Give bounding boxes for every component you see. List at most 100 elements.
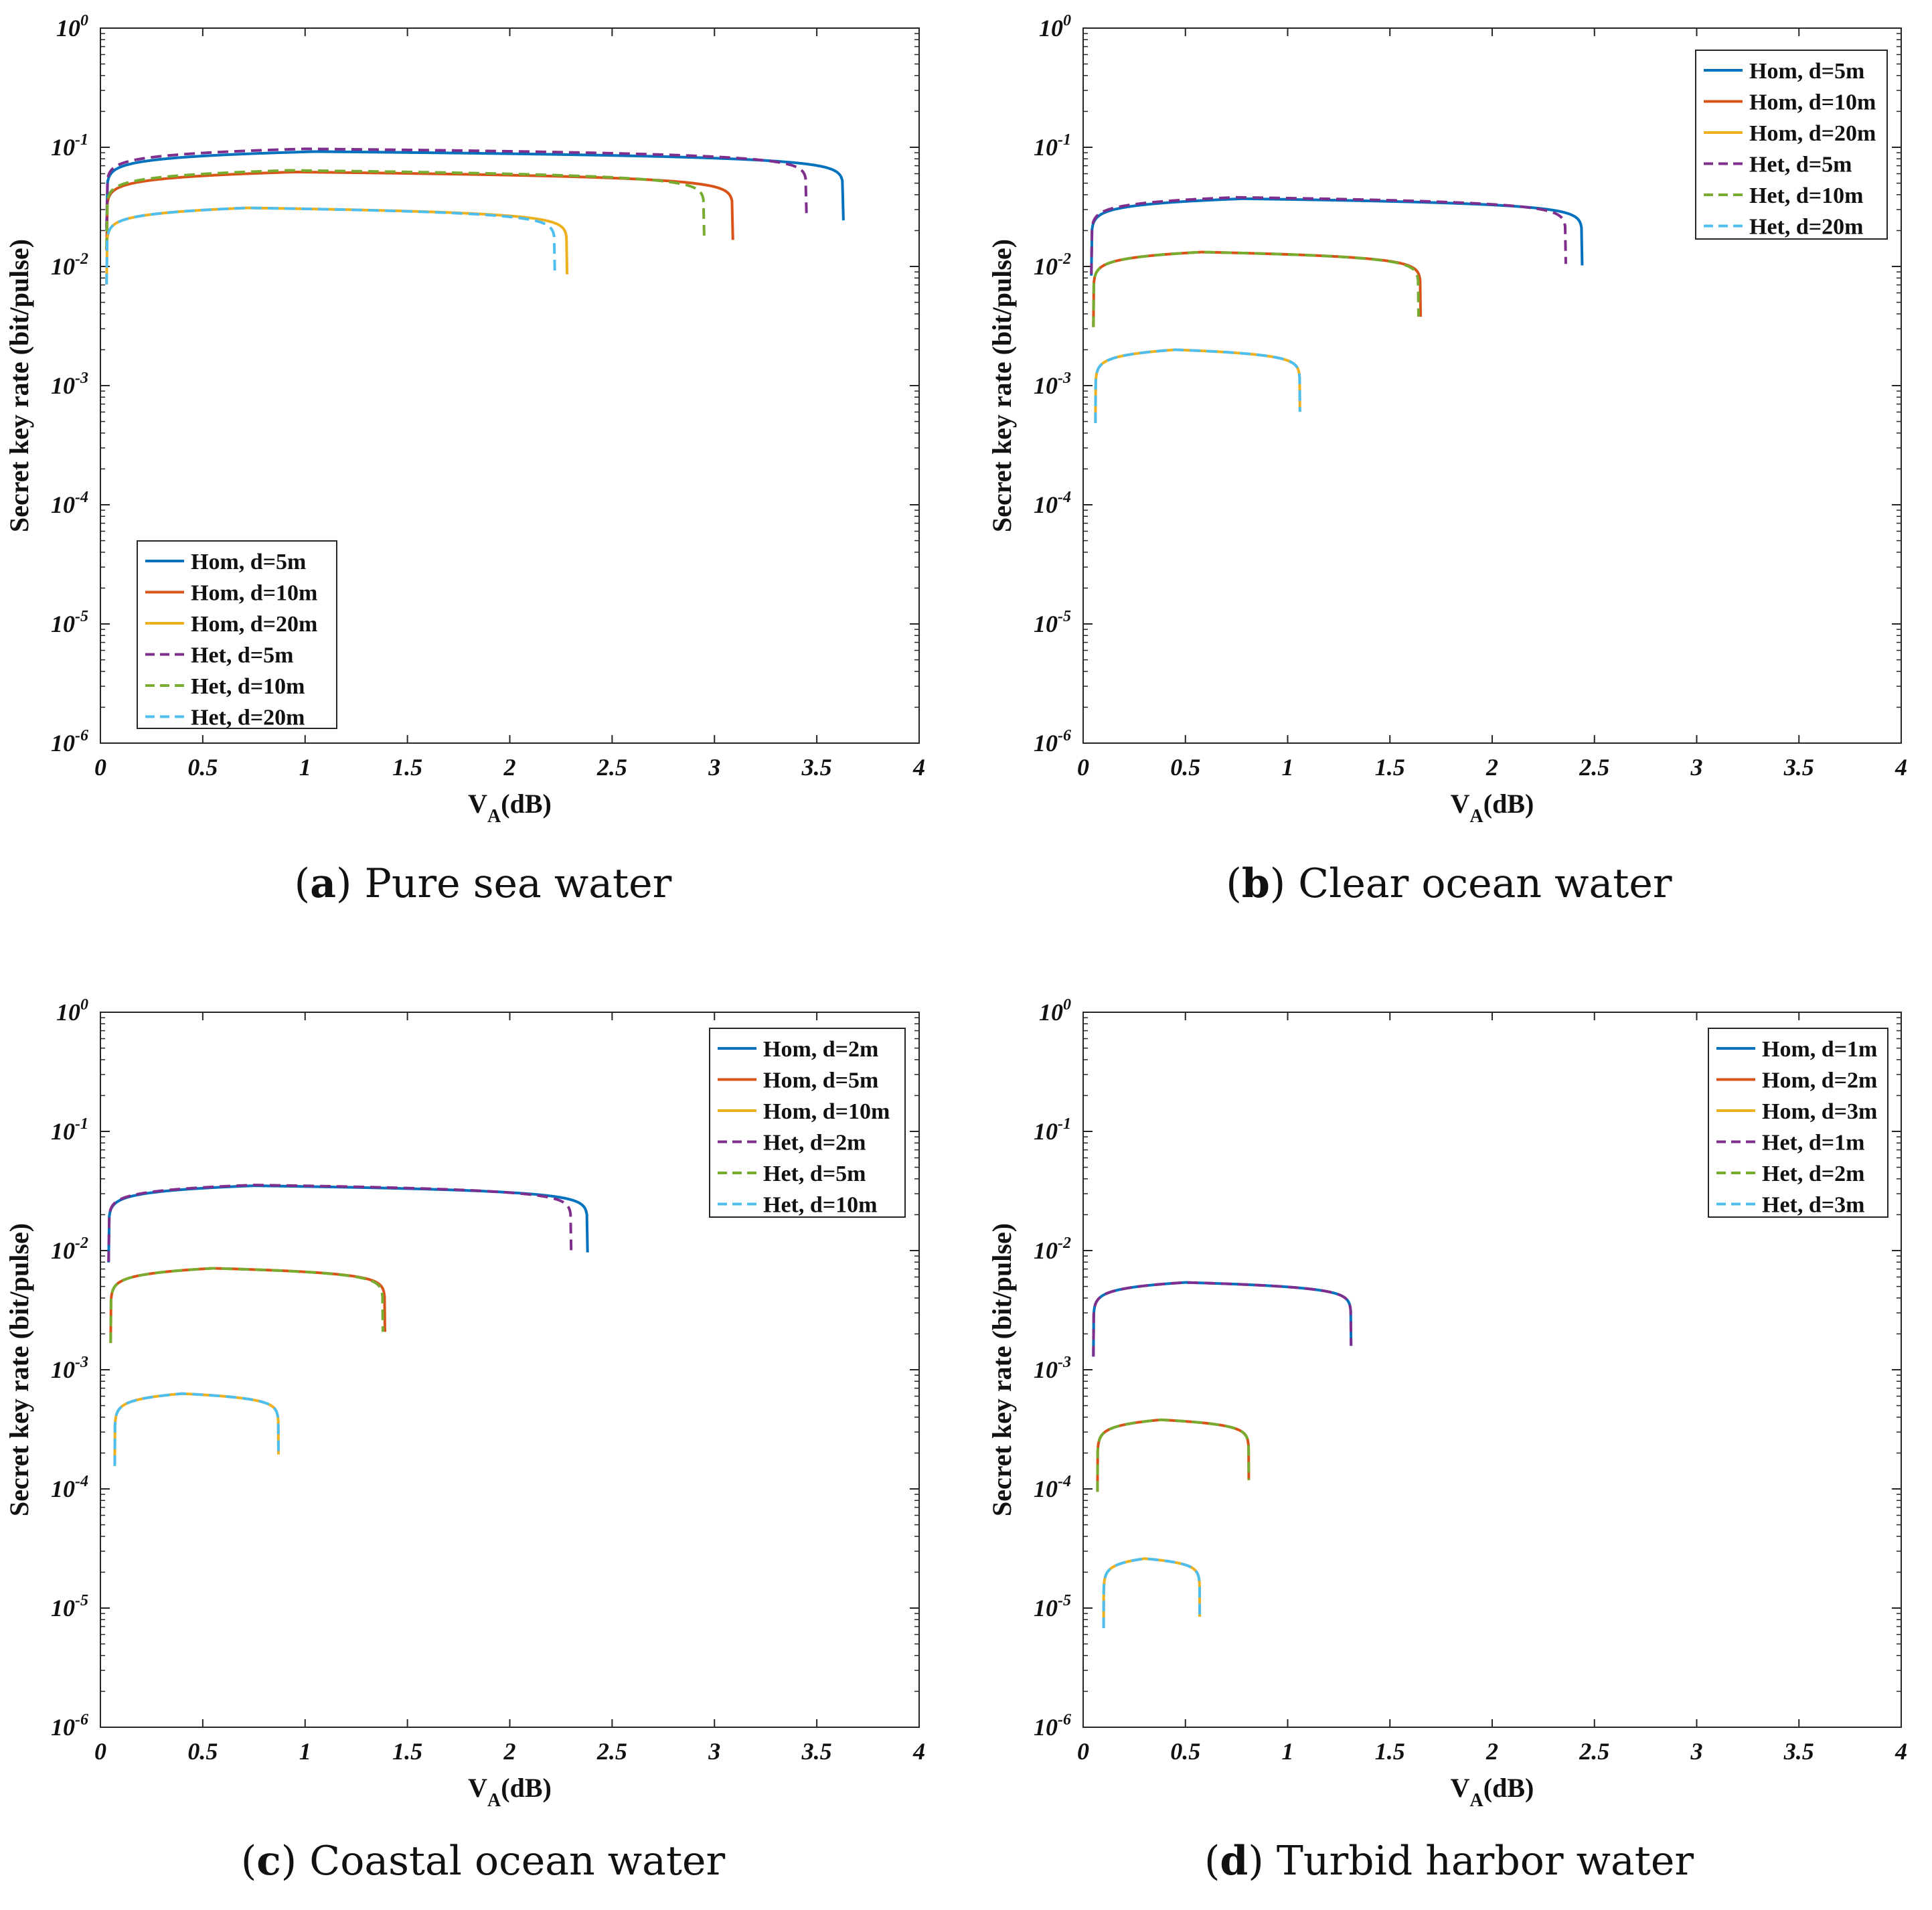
series-line-het-d-10m (1092, 250, 1421, 327)
x-axis-label: VA(dB) (1451, 1773, 1534, 1811)
y-tick-label: 10-6 (1034, 1711, 1071, 1741)
y-tick-exponent: -4 (75, 1473, 88, 1490)
y-tick-label: 10-4 (51, 1473, 88, 1502)
caption-text: Clear ocean water (1298, 860, 1672, 907)
x-axis-label-subscript: A (487, 1790, 501, 1811)
x-tick-label: 1.5 (1375, 754, 1405, 781)
series-group (1090, 195, 1584, 423)
x-tick-label: 2.5 (1579, 754, 1609, 781)
chart-panel-d: 0 0.5 1 1.5 2 2.5 3 3.5 410010-110-210-310-410-5… (987, 996, 1907, 1811)
x-tick-label: 3 (1690, 1738, 1703, 1765)
caption-d: (d) Turbid harbor water (1204, 1838, 1694, 1885)
x-tick-label: 2.5 (596, 1738, 627, 1765)
y-tick-exponent: 0 (80, 996, 88, 1014)
y-tick-label: 10-6 (51, 1711, 88, 1741)
legend-entry: Hom, d=10m (191, 581, 317, 606)
y-tick-exponent: -4 (75, 489, 88, 506)
legend-entry: Het, d=3m (1762, 1193, 1864, 1218)
x-tick-label: 0.5 (1170, 1738, 1200, 1765)
x-axis-label: VA(dB) (468, 1773, 552, 1811)
legend-entry: Hom, d=3m (1762, 1099, 1877, 1124)
y-tick-label: 10-3 (51, 370, 88, 399)
y-tick-exponent: -5 (75, 1592, 88, 1609)
y-tick-label: 100 (56, 996, 88, 1026)
y-tick-exponent: -3 (1058, 1354, 1071, 1371)
y-tick-label: 100 (1039, 12, 1071, 42)
series-line-het-d-10m (113, 1392, 280, 1466)
y-tick-exponent: -6 (75, 1711, 88, 1729)
x-axis-label-subscript: A (1470, 1790, 1484, 1811)
y-axis-label: Secret key rate (bit/pulse) (4, 239, 34, 532)
y-tick-exponent: -3 (1058, 370, 1071, 387)
y-tick-label: 10-2 (1034, 1235, 1071, 1264)
legend-entry: Hom, d=20m (1749, 121, 1876, 146)
caption-text: Turbid harbor water (1276, 1838, 1694, 1885)
x-tick-label: 3.5 (1783, 1738, 1814, 1765)
legend-entry: Het, d=2m (763, 1131, 866, 1156)
legend-box (1708, 1028, 1888, 1218)
legend-box (137, 540, 337, 729)
y-tick-exponent: -1 (1058, 131, 1071, 149)
y-tick-base: 10 (1034, 1356, 1058, 1383)
x-tick-label: 3 (1690, 754, 1703, 781)
x-axis-label-main: V (1451, 789, 1470, 819)
x-axis-label: VA(dB) (468, 789, 552, 827)
x-tick-label: 2 (1485, 1738, 1498, 1765)
y-tick-label: 10-1 (1034, 131, 1071, 161)
caption-letter: b (1241, 860, 1270, 907)
x-axis-label: VA(dB) (1451, 789, 1534, 827)
y-tick-base: 10 (51, 1714, 75, 1741)
legend: Hom, d=2m Hom, d=5m Hom, d=10m Het, d=2m Het… (709, 1028, 906, 1218)
legend-entry: Het, d=20m (191, 706, 305, 730)
y-tick-base: 10 (51, 730, 75, 757)
y-tick-base: 10 (51, 491, 75, 518)
y-tick-exponent: -2 (1058, 1235, 1071, 1252)
y-tick-base: 10 (1034, 491, 1058, 518)
x-tick-label: 3 (708, 754, 720, 781)
series-line-het-d-1m (1092, 1281, 1353, 1357)
caption-text: Coastal ocean water (309, 1838, 726, 1885)
y-tick-exponent: -5 (1058, 608, 1071, 625)
x-tick-label: 1.5 (392, 754, 422, 781)
series-group (1092, 1281, 1353, 1628)
x-tick-label: 0 (1077, 1738, 1089, 1765)
y-tick-exponent: -1 (75, 1115, 88, 1133)
x-axis-label-main: V (468, 789, 487, 819)
x-tick-label: 0 (94, 754, 106, 781)
x-tick-label: 1.5 (392, 1738, 422, 1765)
x-axis-label-subscript: A (487, 806, 501, 827)
chart-panel-a: 0 0.5 1 1.5 2 2.5 3 3.5 410010-110-210-310-410-5… (4, 12, 925, 827)
caption-letter: d (1220, 1838, 1249, 1885)
series-line-hom-d-5m (109, 1267, 386, 1344)
y-tick-base: 10 (51, 1118, 75, 1145)
y-tick-exponent: -2 (1058, 250, 1071, 268)
series-line-het-d-20m (1094, 348, 1301, 423)
y-tick-base: 10 (1034, 1237, 1058, 1264)
legend-entry: Het, d=20m (1749, 215, 1863, 240)
legend: Hom, d=5m Hom, d=10m Hom, d=20m Het, d=5m He… (137, 540, 337, 730)
legend-box (1695, 50, 1888, 240)
y-tick-base: 10 (51, 1476, 75, 1502)
series-line-het-d-2m (1096, 1418, 1251, 1492)
x-tick-label: 2 (503, 1738, 516, 1765)
y-tick-exponent: 0 (1063, 12, 1071, 29)
legend-entry: Het, d=10m (1749, 183, 1863, 208)
x-tick-label: 3.5 (1783, 754, 1814, 781)
y-tick-base: 10 (1034, 1118, 1058, 1145)
y-tick-exponent: -5 (1058, 1592, 1071, 1609)
y-tick-exponent: -4 (1058, 1473, 1071, 1490)
series-line-hom-d-10m (113, 1392, 280, 1466)
x-axis-label-unit: (dB) (1483, 789, 1534, 819)
series-line-het-d-2m (107, 1184, 573, 1262)
y-tick-label: 100 (56, 12, 88, 42)
y-axis-label: Secret key rate (bit/pulse) (4, 1223, 34, 1516)
x-tick-label: 4 (912, 1738, 925, 1765)
x-tick-label: 0.5 (1170, 754, 1200, 781)
y-tick-label: 10-1 (51, 131, 88, 161)
y-tick-exponent: -4 (1058, 489, 1071, 506)
legend-entry: Het, d=10m (191, 674, 305, 699)
y-tick-base: 10 (1039, 999, 1063, 1026)
x-tick-label: 0.5 (187, 754, 218, 781)
chart-panel-b: 0 0.5 1 1.5 2 2.5 3 3.5 410010-110-210-310-410-5… (987, 12, 1907, 827)
